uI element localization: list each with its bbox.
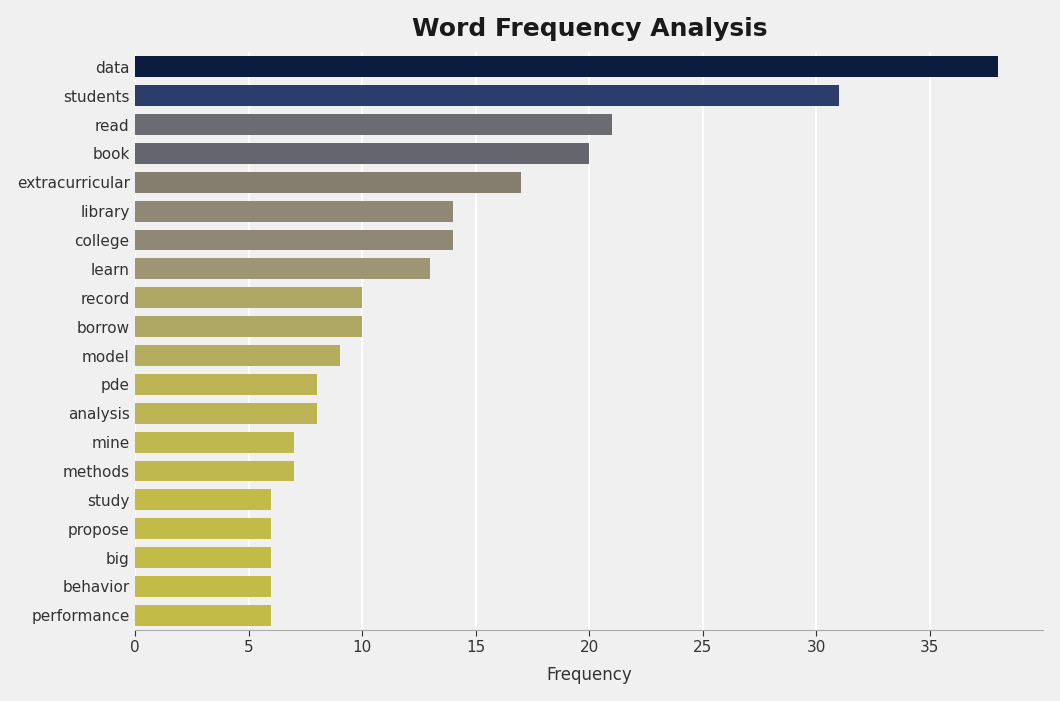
Bar [136,374,317,395]
X-axis label: Frequency: Frequency [546,667,632,684]
Bar [136,114,612,135]
Bar [136,143,589,164]
Bar [136,316,363,337]
Bar [136,172,522,193]
Bar [136,56,997,77]
Title: Word Frequency Analysis: Word Frequency Analysis [411,17,767,41]
Bar [136,489,271,510]
Bar [136,200,453,222]
Bar [136,461,294,482]
Bar [136,518,271,539]
Bar [136,230,453,250]
Bar [136,432,294,453]
Bar [136,86,840,106]
Bar [136,403,317,423]
Bar [136,287,363,308]
Bar [136,345,339,366]
Bar [136,576,271,597]
Bar [136,547,271,568]
Bar [136,259,430,279]
Bar [136,605,271,626]
